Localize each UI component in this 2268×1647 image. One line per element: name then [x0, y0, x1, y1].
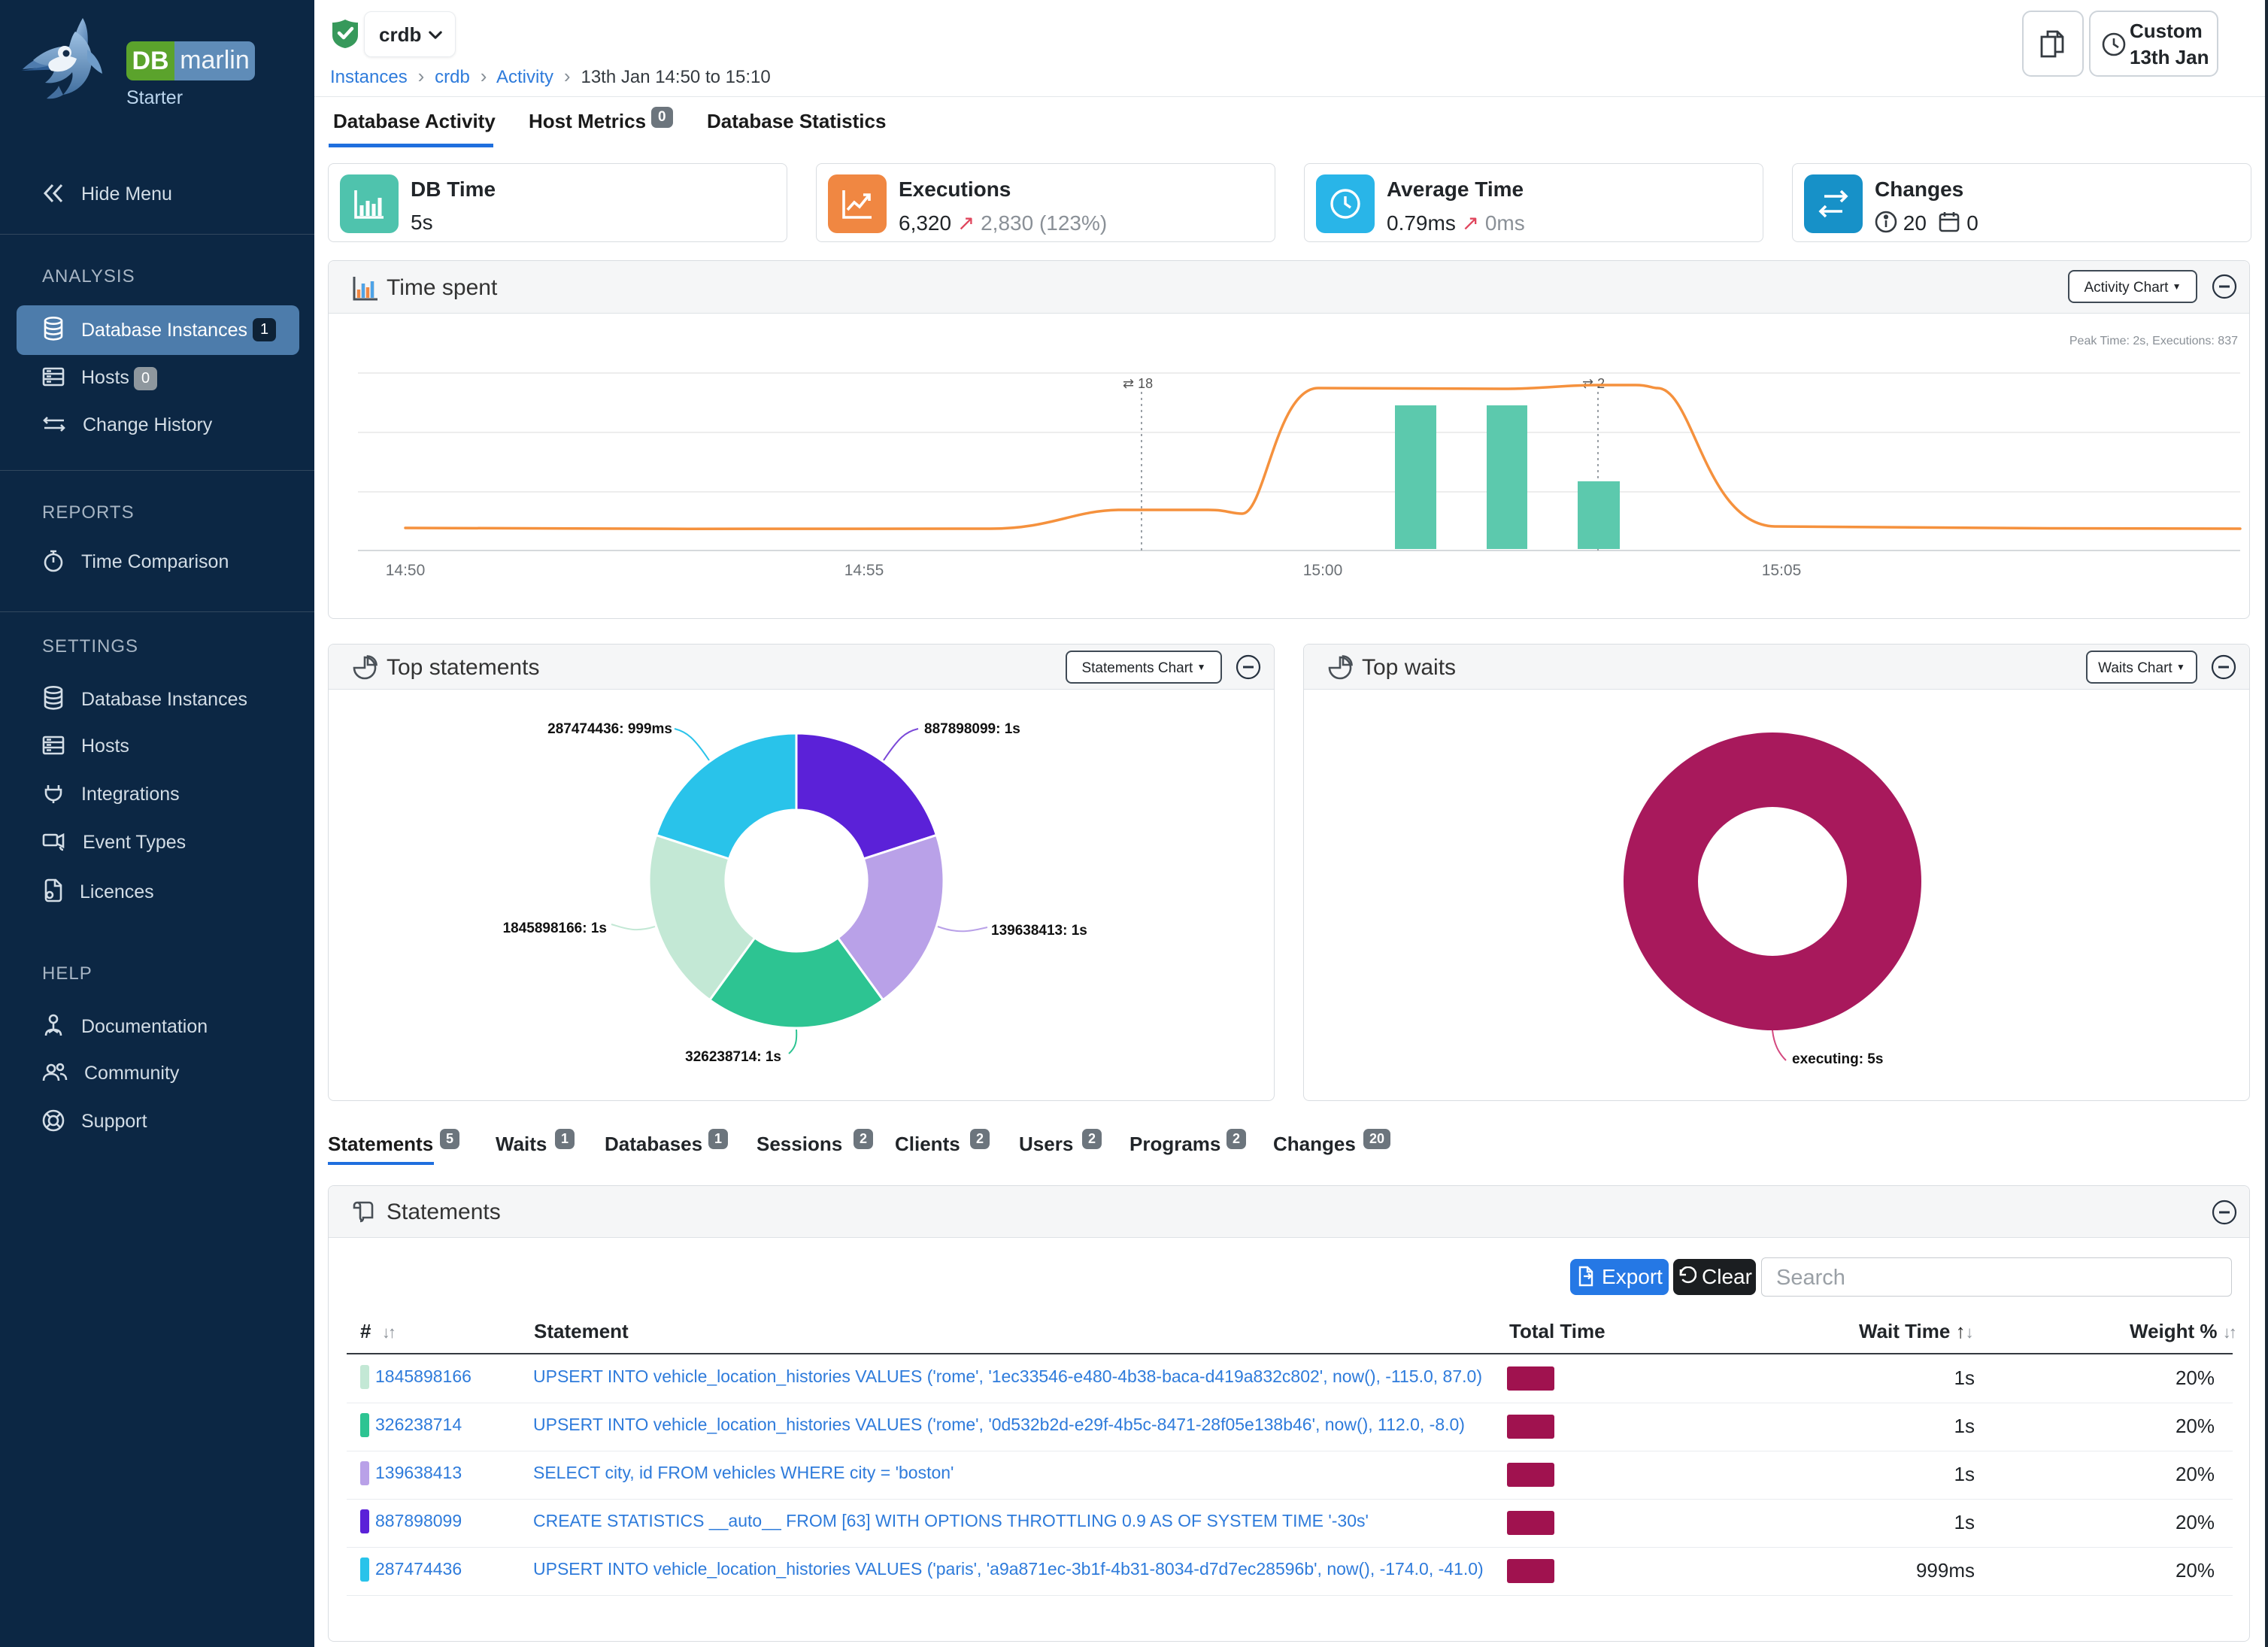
svg-text:887898099: 1s: 887898099: 1s: [924, 721, 1020, 737]
svg-text:1845898166: 1s: 1845898166: 1s: [503, 921, 607, 936]
svg-text:⇄ 18: ⇄ 18: [1123, 376, 1153, 391]
svg-text:Peak Time: 2s, Executions: 837: Peak Time: 2s, Executions: 837: [2069, 335, 2238, 347]
svg-text:139638413: 1s: 139638413: 1s: [991, 923, 1087, 939]
svg-text:15:05: 15:05: [1762, 562, 1802, 579]
svg-text:326238714: 1s: 326238714: 1s: [685, 1049, 781, 1065]
svg-text:14:50: 14:50: [386, 562, 426, 579]
svg-text:287474436: 999ms: 287474436: 999ms: [547, 721, 672, 737]
svg-text:⇄ 2: ⇄ 2: [1582, 376, 1605, 391]
svg-text:14:55: 14:55: [844, 562, 884, 579]
svg-text:15:00: 15:00: [1303, 562, 1343, 579]
svg-text:executing: 5s: executing: 5s: [1792, 1051, 1883, 1067]
